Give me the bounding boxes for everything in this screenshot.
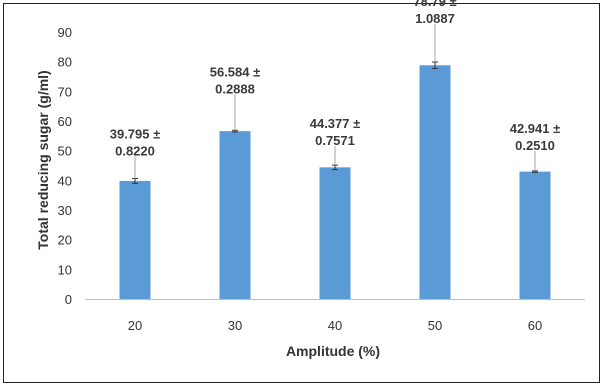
y-tick-label: 10: [58, 262, 72, 277]
chart-frame: [3, 3, 600, 383]
x-tick-label: 60: [528, 318, 542, 333]
data-label-value-30: 56.584 ±: [210, 64, 261, 79]
bar-30: [219, 131, 251, 299]
data-label-error-40: 0.7571: [315, 133, 355, 148]
x-tick-label: 50: [428, 318, 442, 333]
y-tick-label: 90: [58, 25, 72, 40]
bar-60: [519, 171, 551, 299]
bar-20: [119, 180, 151, 299]
y-tick-label: 20: [58, 233, 72, 248]
x-axis-title: Amplitude (%): [286, 343, 380, 359]
y-tick-label: 50: [58, 144, 72, 159]
x-axis-ticks: 20 30 40 50 60: [128, 318, 542, 333]
bar-40: [319, 167, 351, 299]
x-tick-label: 30: [228, 318, 242, 333]
data-label-value-60: 42.941 ±: [510, 121, 561, 136]
y-axis-ticks: 0 10 20 30 40 50 60 70 80 90: [58, 25, 72, 307]
data-label-error-50: 1.0887: [415, 11, 455, 26]
data-label-value-50: 78.79 ±: [413, 0, 456, 9]
x-tick-label: 40: [328, 318, 342, 333]
data-label-error-30: 0.2888: [215, 81, 255, 96]
bars: [119, 65, 551, 299]
data-labels: 39.795 ± 0.8220 56.584 ± 0.2888 44.377 ± 0.75…: [110, 0, 561, 159]
data-label-error-60: 0.2510: [515, 138, 555, 153]
data-label-value-40: 44.377 ±: [310, 116, 361, 131]
y-tick-label: 40: [58, 173, 72, 188]
data-label-value-20: 39.795 ±: [110, 127, 161, 142]
y-axis-title: Total reducing sugar (g/ml): [35, 70, 51, 249]
data-label-error-20: 0.8220: [115, 144, 155, 159]
bar-50: [419, 65, 451, 299]
y-tick-label: 80: [58, 55, 72, 70]
x-tick-label: 20: [128, 318, 142, 333]
leader-lines: [134, 24, 536, 179]
y-tick-label: 70: [58, 84, 72, 99]
y-tick-label: 60: [58, 114, 72, 129]
y-tick-label: 30: [58, 203, 72, 218]
y-tick-label: 0: [65, 292, 72, 307]
